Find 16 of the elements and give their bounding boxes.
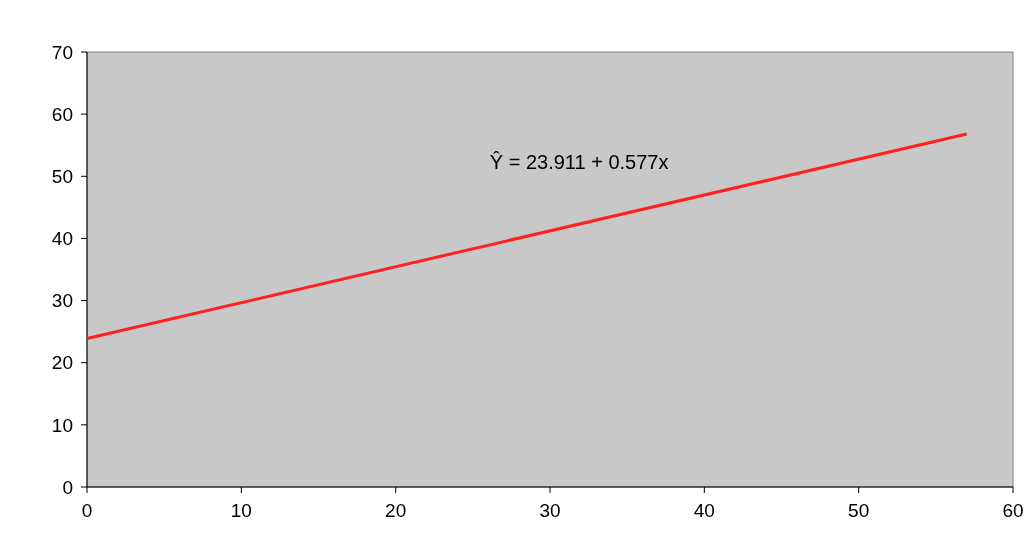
x-tick-label: 60	[1002, 500, 1024, 521]
x-tick-label: 40	[693, 500, 715, 521]
y-tick-label: 20	[51, 352, 73, 374]
x-tick-label: 10	[230, 500, 252, 521]
y-tick-label: 0	[62, 476, 73, 498]
x-tick-label: 20	[385, 500, 407, 521]
y-tick-label: 70	[51, 41, 73, 63]
y-tick-label: 30	[51, 290, 73, 312]
y-tick-label: 10	[51, 414, 73, 436]
x-tick-label: 0	[81, 500, 93, 521]
y-tick-label: 40	[51, 228, 73, 250]
annotation: Ŷ = 23.911 + 0.577x	[489, 151, 669, 174]
x-tick-label: 30	[539, 500, 561, 521]
y-tick-label: 50	[51, 165, 73, 187]
x-tick-label: 50	[848, 500, 870, 521]
y-tick-label: 60	[51, 103, 73, 125]
